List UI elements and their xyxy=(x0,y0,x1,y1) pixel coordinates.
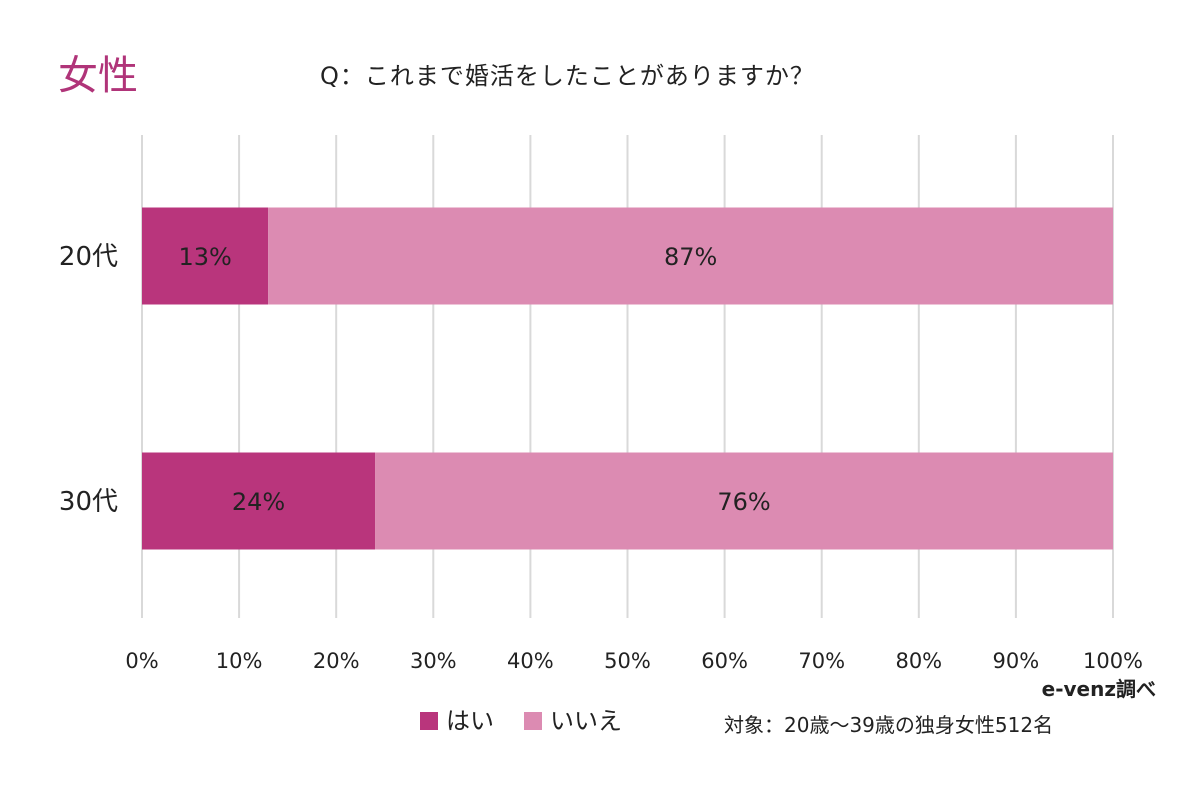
x-tick-label: 60% xyxy=(701,649,748,673)
x-tick-label: 30% xyxy=(410,649,457,673)
category-label: 20代 xyxy=(59,242,118,272)
legend: はい いいえ xyxy=(420,706,652,736)
bar-value-label: 13% xyxy=(178,243,231,271)
x-tick-label: 80% xyxy=(895,649,942,673)
legend-item-yes: はい xyxy=(420,706,494,736)
x-tick-label: 70% xyxy=(798,649,845,673)
bar-value-label: 24% xyxy=(232,488,285,516)
x-tick-label: 50% xyxy=(604,649,651,673)
bar xyxy=(375,452,1113,550)
bar xyxy=(142,452,376,550)
bar xyxy=(142,207,269,305)
legend-label-yes: はい xyxy=(446,707,494,735)
x-tick-label: 90% xyxy=(993,649,1040,673)
source-label: e-venz調べ xyxy=(1041,677,1156,701)
legend-label-no: いいえ xyxy=(550,707,622,735)
category-label: 30代 xyxy=(59,487,118,517)
x-tick-label: 10% xyxy=(216,649,263,673)
x-tick-label: 0% xyxy=(125,649,158,673)
x-tick-label: 100% xyxy=(1083,649,1143,673)
bar-value-label: 76% xyxy=(717,488,770,516)
legend-swatch-yes xyxy=(420,712,438,730)
bar xyxy=(268,207,1114,305)
legend-item-no: いいえ xyxy=(524,706,622,736)
x-tick-label: 20% xyxy=(313,649,360,673)
survey-note: 対象：20歳〜39歳の独身女性512名 xyxy=(724,713,1054,737)
legend-swatch-no xyxy=(524,712,542,730)
gender-label: 女性 xyxy=(58,53,138,99)
bar-value-label: 87% xyxy=(664,243,717,271)
chart-title: Q：これまで婚活をしたことがありますか？ xyxy=(320,62,815,90)
x-tick-label: 40% xyxy=(507,649,554,673)
